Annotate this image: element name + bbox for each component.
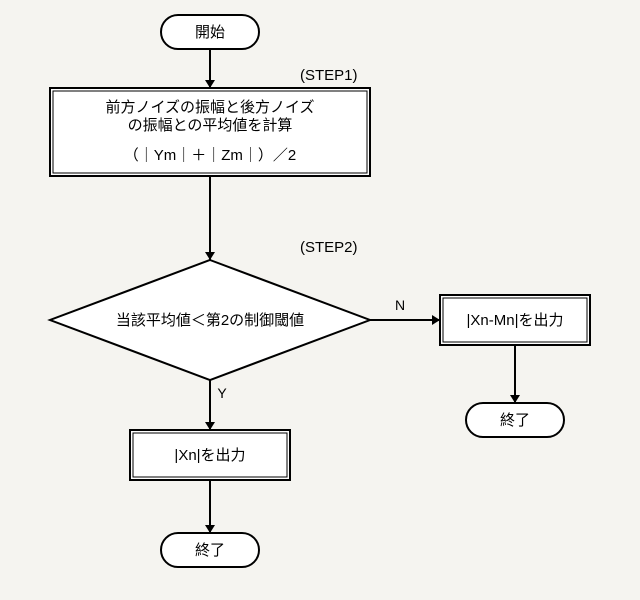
arrowhead-icon	[205, 422, 215, 430]
step1-node-line0: 前方ノイズの振幅と後方ノイズ	[105, 99, 314, 116]
decision-node-text: 当該平均値＜第2の制御閾値	[116, 311, 304, 329]
decision-n-label: N	[395, 297, 405, 313]
arrowhead-icon	[510, 395, 520, 403]
arrowhead-icon	[205, 525, 215, 533]
output-n-node-line0: |Xn-Mn|を出力	[467, 312, 564, 329]
output-y-node-line0: |Xn|を出力	[174, 447, 245, 464]
step1-label: (STEP1)	[300, 67, 358, 84]
start-node-text: 開始	[195, 24, 225, 41]
arrowhead-icon	[205, 252, 215, 260]
arrowhead-icon	[205, 80, 215, 88]
step1-node-line1: の振幅との平均値を計算	[128, 116, 293, 134]
decision-y-label: Y	[217, 385, 227, 401]
arrowhead-icon	[432, 315, 440, 325]
step1-node-line2: （｜Ym｜＋｜Zm｜）／2	[124, 147, 297, 164]
end-n-node-text: 終了	[500, 412, 530, 429]
end-y-node-text: 終了	[195, 542, 225, 559]
step2-label: (STEP2)	[300, 239, 358, 256]
